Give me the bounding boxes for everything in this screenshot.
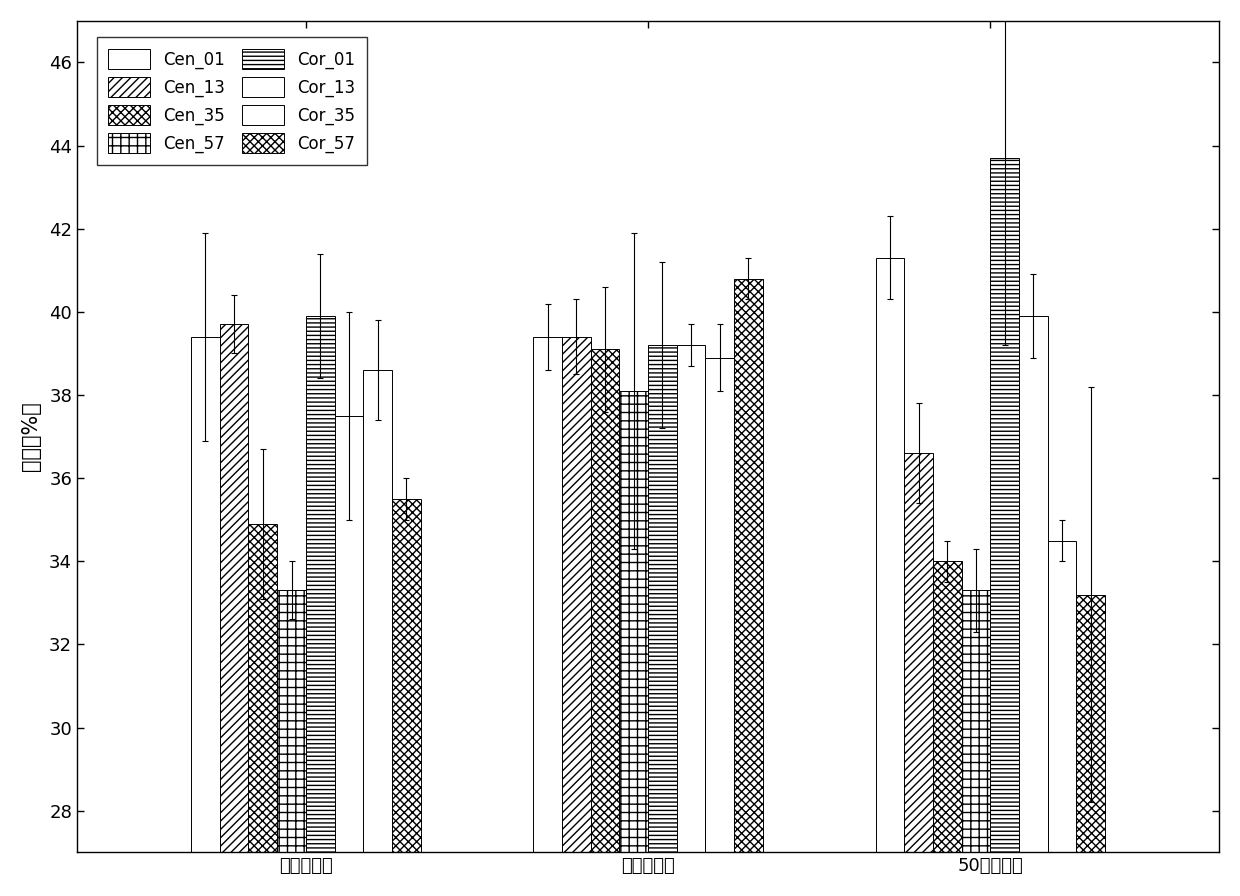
Bar (932, 561, 962, 896)
Bar (191, 337, 219, 896)
Bar (590, 349, 620, 896)
Bar (363, 370, 392, 896)
Bar (649, 345, 677, 896)
Legend: Cen_01, Cen_13, Cen_35, Cen_57, Cor_01, Cor_13, Cor_35, Cor_57: Cen_01, Cen_13, Cen_35, Cen_57, Cor_01, … (97, 38, 367, 165)
Bar (219, 324, 248, 896)
Bar (335, 416, 363, 896)
Bar (562, 337, 590, 896)
Bar (306, 316, 335, 896)
Bar (278, 590, 306, 896)
Bar (991, 158, 1019, 896)
Bar (677, 345, 706, 896)
Bar (533, 337, 562, 896)
Bar (248, 524, 278, 896)
Bar (1076, 595, 1105, 896)
Bar (904, 453, 932, 896)
Y-axis label: 水分（%）: 水分（%） (21, 401, 41, 471)
Bar (875, 258, 904, 896)
Bar (734, 279, 763, 896)
Bar (962, 590, 991, 896)
Bar (1048, 540, 1076, 896)
Bar (1019, 316, 1048, 896)
Bar (620, 391, 649, 896)
Bar (706, 358, 734, 896)
Bar (392, 499, 420, 896)
